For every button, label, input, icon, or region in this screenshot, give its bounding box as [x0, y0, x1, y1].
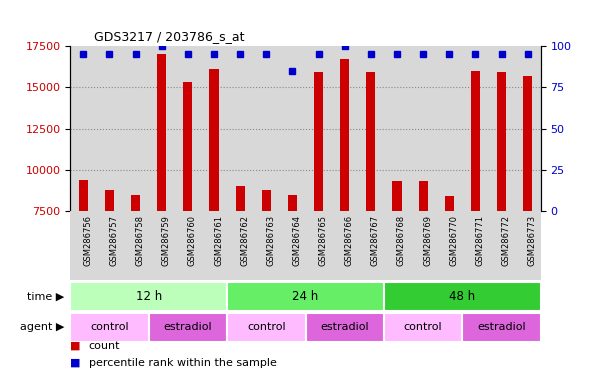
Text: estradiol: estradiol: [477, 322, 526, 333]
Bar: [488, 46, 514, 211]
Bar: [436, 46, 463, 211]
Bar: [340, 59, 349, 211]
Text: GSM286762: GSM286762: [240, 215, 249, 266]
Bar: [210, 69, 219, 211]
Bar: [131, 195, 140, 211]
Text: GSM286769: GSM286769: [423, 215, 432, 266]
Bar: [436, 211, 463, 280]
Bar: [332, 211, 358, 280]
Text: GSM286767: GSM286767: [371, 215, 380, 266]
Text: GSM286757: GSM286757: [109, 215, 119, 266]
Text: GSM286770: GSM286770: [449, 215, 458, 266]
Text: time ▶: time ▶: [27, 291, 64, 302]
Text: GSM286772: GSM286772: [502, 215, 511, 266]
Bar: [175, 46, 201, 211]
Bar: [70, 46, 97, 211]
Bar: [123, 211, 148, 280]
Text: GSM286764: GSM286764: [293, 215, 301, 266]
Bar: [253, 211, 279, 280]
Bar: [523, 76, 532, 211]
Text: estradiol: estradiol: [320, 322, 369, 333]
Bar: [384, 211, 410, 280]
Bar: [148, 211, 175, 280]
Bar: [497, 73, 506, 211]
Text: GSM286761: GSM286761: [214, 215, 223, 266]
Bar: [123, 46, 148, 211]
Bar: [410, 46, 436, 211]
Bar: [384, 313, 463, 342]
Bar: [514, 211, 541, 280]
Text: control: control: [247, 322, 285, 333]
Bar: [445, 196, 454, 211]
Bar: [227, 211, 253, 280]
Text: 12 h: 12 h: [136, 290, 162, 303]
Bar: [358, 46, 384, 211]
Text: control: control: [404, 322, 442, 333]
Bar: [488, 211, 514, 280]
Text: percentile rank within the sample: percentile rank within the sample: [89, 358, 276, 368]
Text: GSM286768: GSM286768: [397, 215, 406, 266]
Bar: [384, 46, 410, 211]
Bar: [79, 180, 88, 211]
Bar: [279, 211, 306, 280]
Bar: [366, 73, 375, 211]
Text: GSM286758: GSM286758: [136, 215, 145, 266]
Text: ■: ■: [70, 358, 81, 368]
Text: GSM286771: GSM286771: [475, 215, 485, 266]
Text: GSM286765: GSM286765: [318, 215, 327, 266]
Bar: [227, 313, 306, 342]
Bar: [253, 46, 279, 211]
Bar: [175, 211, 201, 280]
Bar: [463, 211, 488, 280]
Bar: [148, 46, 175, 211]
Bar: [70, 313, 148, 342]
Bar: [306, 46, 332, 211]
Bar: [384, 282, 541, 311]
Bar: [279, 46, 306, 211]
Bar: [332, 46, 358, 211]
Bar: [262, 190, 271, 211]
Bar: [148, 313, 227, 342]
Text: GSM286759: GSM286759: [162, 215, 170, 265]
Text: control: control: [90, 322, 129, 333]
Bar: [288, 195, 297, 211]
Text: GSM286760: GSM286760: [188, 215, 197, 266]
Bar: [97, 46, 123, 211]
Text: GSM286773: GSM286773: [528, 215, 536, 266]
Bar: [201, 211, 227, 280]
Text: agent ▶: agent ▶: [20, 322, 64, 333]
Bar: [227, 282, 384, 311]
Bar: [157, 54, 166, 211]
Bar: [463, 46, 488, 211]
Text: estradiol: estradiol: [164, 322, 212, 333]
Bar: [463, 313, 541, 342]
Text: GSM286763: GSM286763: [266, 215, 276, 266]
Bar: [306, 211, 332, 280]
Bar: [70, 282, 227, 311]
Bar: [306, 313, 384, 342]
Text: count: count: [89, 341, 120, 351]
Text: GSM286766: GSM286766: [345, 215, 354, 266]
Text: 48 h: 48 h: [449, 290, 475, 303]
Text: GSM286756: GSM286756: [83, 215, 92, 266]
Text: 24 h: 24 h: [293, 290, 318, 303]
Bar: [70, 211, 97, 280]
Bar: [314, 73, 323, 211]
Bar: [201, 46, 227, 211]
Text: GDS3217 / 203786_s_at: GDS3217 / 203786_s_at: [94, 30, 244, 43]
Bar: [105, 190, 114, 211]
Text: ■: ■: [70, 341, 81, 351]
Bar: [514, 46, 541, 211]
Bar: [358, 211, 384, 280]
Bar: [392, 182, 401, 211]
Bar: [97, 211, 123, 280]
Bar: [410, 211, 436, 280]
Bar: [183, 83, 192, 211]
Bar: [236, 187, 245, 211]
Bar: [419, 182, 428, 211]
Bar: [227, 46, 253, 211]
Bar: [471, 71, 480, 211]
